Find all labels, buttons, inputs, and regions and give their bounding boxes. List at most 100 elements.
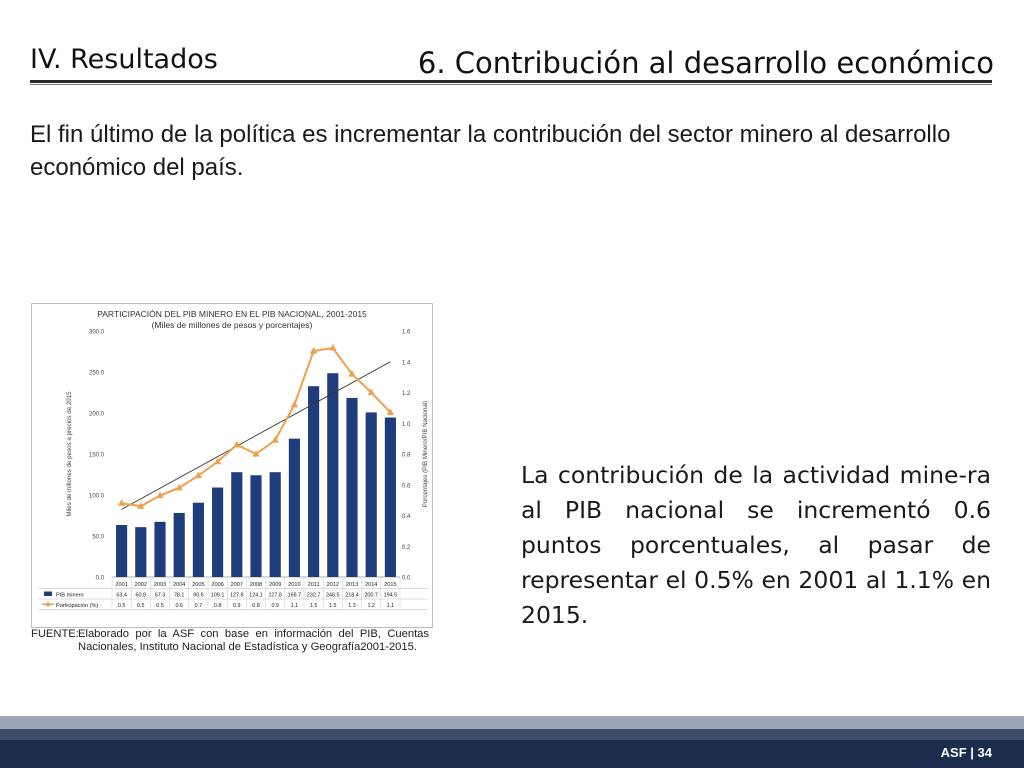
participation-point-2007 xyxy=(233,440,241,448)
bar-data-label: 60.8 xyxy=(136,592,147,598)
x-tick-label: 2008 xyxy=(250,582,262,588)
bar-2005 xyxy=(192,502,204,577)
x-tick-label: 2006 xyxy=(211,582,223,588)
footer-band-dark xyxy=(0,740,1024,768)
participation-point-2010 xyxy=(290,400,298,408)
y-tick-label: 0.0 xyxy=(96,576,105,582)
intro-paragraph: El fin último de la política es incremen… xyxy=(30,121,951,181)
chart-panel: PARTICIPACIÓN DEL PIB MINERO EN EL PIB N… xyxy=(31,303,433,628)
y2-tick-label: 0.8 xyxy=(402,453,411,459)
x-tick-label: 2011 xyxy=(308,582,320,588)
y2-tick-label: 0.2 xyxy=(402,545,411,551)
y2-tick-label: 0.6 xyxy=(402,483,411,489)
bar-2008 xyxy=(250,475,262,577)
bar-2014 xyxy=(365,412,377,577)
bar-data-label: 218.4 xyxy=(345,592,359,598)
bar-2011 xyxy=(308,386,320,577)
y2-axis-title: Porcentajes (PIB Minero/PIB Nacional) xyxy=(422,401,429,508)
bar-2004 xyxy=(173,512,185,577)
chart-svg: 0.0 50.0 100.0 150.0 200.0 250.0 300.0 0.0 0.2 0.… xyxy=(38,330,429,610)
line-data-label: 0.9 xyxy=(233,603,241,609)
y-tick-label: 50.0 xyxy=(92,535,104,541)
participation-point-2012 xyxy=(329,343,337,351)
bar-data-label: 194.5 xyxy=(384,592,398,598)
participation-point-2006 xyxy=(214,457,222,465)
y2-tick-label: 1.0 xyxy=(402,422,411,428)
participation-point-2014 xyxy=(367,388,375,396)
bar-2003 xyxy=(154,521,166,577)
legend-label-line: Participación (%) xyxy=(56,603,98,609)
y2-tick-label: 0.4 xyxy=(402,514,411,520)
bar-data-label: 127.8 xyxy=(230,592,244,598)
bar-2009 xyxy=(269,472,281,577)
bar-data-label: 200.7 xyxy=(364,592,378,598)
y-tick-label: 100.0 xyxy=(89,494,105,500)
bar-data-label: 127.8 xyxy=(268,592,282,598)
bar-data-label: 90.6 xyxy=(193,592,204,598)
y2-tick-label: 0.0 xyxy=(402,576,411,582)
x-tick-label: 2005 xyxy=(192,582,204,588)
line-data-label: 0.7 xyxy=(195,603,203,609)
legend-key-bars xyxy=(44,591,52,596)
bar-2007 xyxy=(231,472,243,577)
bar-2002 xyxy=(135,527,147,577)
title-rule-thin xyxy=(30,84,992,85)
x-tick-label: 2012 xyxy=(327,582,339,588)
chart-subtitle: (Miles de millones de pesos y porcentaje… xyxy=(151,320,313,330)
source-label: FUENTE: xyxy=(31,628,79,640)
footer-band-mid xyxy=(0,729,1024,740)
line-data-label: 1.5 xyxy=(310,603,318,609)
x-tick-label: 2015 xyxy=(384,582,396,588)
bar-2015 xyxy=(384,417,396,577)
bar-2012 xyxy=(327,373,339,577)
line-data-label: 0.5 xyxy=(137,603,145,609)
legend-label-bars: PIB minero xyxy=(56,592,84,598)
participation-point-2009 xyxy=(271,436,279,443)
y-tick-label: 200.0 xyxy=(89,412,105,418)
y-tick-label: 300.0 xyxy=(89,330,105,336)
bar-data-label: 78.1 xyxy=(174,592,185,598)
y2-tick-label: 1.2 xyxy=(402,391,411,397)
conclusion-paragraph: La contribución de la actividad mine-ra … xyxy=(521,461,991,629)
x-tick-label: 2003 xyxy=(154,582,166,588)
participation-point-2013 xyxy=(348,370,356,377)
x-tick-label: 2013 xyxy=(346,582,358,588)
bar-data-label: 124.1 xyxy=(249,592,263,598)
participation-point-2003 xyxy=(156,491,164,499)
footer-band-light xyxy=(0,716,1024,729)
participation-point-2015 xyxy=(386,408,394,416)
slide-title: 6. Contribución al desarrollo económico xyxy=(417,46,994,80)
legend-key-marker xyxy=(45,601,51,606)
line-data-label: 0.5 xyxy=(156,603,164,609)
x-tick-label: 2004 xyxy=(173,582,185,588)
footer-page-label: ASF | 34 xyxy=(940,745,992,760)
bar-2010 xyxy=(288,438,300,577)
participation-point-2002 xyxy=(137,502,145,509)
participation-point-2011 xyxy=(310,346,318,354)
bar-data-label: 109.1 xyxy=(211,592,225,598)
line-data-label: 1.3 xyxy=(348,603,356,609)
participation-point-2008 xyxy=(252,450,260,457)
x-tick-label: 2009 xyxy=(269,582,281,588)
bar-2013 xyxy=(346,397,358,577)
y-tick-label: 250.0 xyxy=(89,371,105,377)
y2-tick-label: 1.6 xyxy=(402,330,411,336)
y2-tick-label: 1.4 xyxy=(402,360,411,366)
line-data-label: 0.5 xyxy=(118,603,126,609)
trendline xyxy=(121,361,391,510)
x-tick-label: 2001 xyxy=(115,582,127,588)
bar-2006 xyxy=(212,487,224,577)
source-text: Elaborado por la ASF con base en informa… xyxy=(78,628,429,653)
line-data-label: 1.2 xyxy=(367,603,375,609)
bar-data-label: 232.7 xyxy=(307,592,321,598)
x-tick-label: 2014 xyxy=(365,582,377,588)
line-data-label: 0.6 xyxy=(175,603,183,609)
line-data-label: 0.9 xyxy=(271,603,279,609)
participation-point-2001 xyxy=(118,499,126,506)
bar-2001 xyxy=(116,525,128,577)
y-axis-title: Miles de millones de pesos a precios de … xyxy=(66,391,73,517)
bar-data-label: 248.5 xyxy=(326,592,340,598)
line-data-label: 0.8 xyxy=(252,603,260,609)
participation-point-2005 xyxy=(194,471,202,479)
bar-data-label: 67.3 xyxy=(155,592,166,598)
